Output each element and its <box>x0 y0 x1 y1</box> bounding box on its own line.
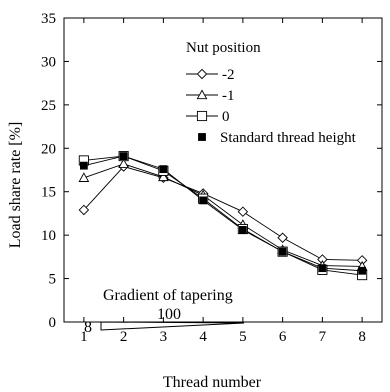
legend-title: Nut position <box>186 40 261 56</box>
legend-label-3: Standard thread height <box>220 130 357 146</box>
y-axis-title: Load share rate [%] <box>7 122 24 249</box>
series-0-point <box>78 204 90 216</box>
y-tick-label: 35 <box>41 11 56 27</box>
y-tick-label: 20 <box>41 141 56 157</box>
legend-marker-1 <box>196 89 208 100</box>
plot-frame <box>63 17 383 323</box>
y-tick-label: 30 <box>41 54 56 70</box>
x-tick-label: 2 <box>120 329 128 345</box>
series-3-point <box>199 196 208 205</box>
series-3-point <box>238 226 247 234</box>
series-1-point <box>118 158 129 169</box>
tapering-wedge <box>100 321 245 331</box>
x-tick-label: 3 <box>160 329 168 345</box>
plot-area <box>78 151 368 281</box>
legend-label-0: -2 <box>222 67 235 83</box>
series-line-3 <box>83 155 363 272</box>
x-axis-title: Thread number <box>163 374 262 391</box>
axes: 0 5 10 15 20 25 30 35 1 2 3 4 5 6 7 8 <box>41 11 383 345</box>
x-tick-label: 5 <box>239 329 247 345</box>
series-0-point <box>237 206 249 217</box>
tapering-right-value: 100 <box>157 306 181 323</box>
series-1-point <box>158 171 169 182</box>
y-tick-label: 15 <box>41 185 56 201</box>
tapering-left-value: 8 <box>84 319 92 336</box>
series-3-point <box>278 247 287 256</box>
x-tick-label: 4 <box>199 329 207 345</box>
y-tick-label: 0 <box>49 315 57 331</box>
x-tick-label: 1 <box>80 329 88 345</box>
legend-marker-2 <box>196 110 208 122</box>
tapering-title: Gradient of tapering <box>103 287 233 304</box>
x-tick-label: 8 <box>358 329 366 345</box>
series-3-point <box>79 161 88 170</box>
legend: Nut position -2 -1 0 Standard thread height <box>186 40 357 146</box>
y-tick-label: 5 <box>49 272 57 288</box>
series-3-point <box>358 266 367 275</box>
series-3-point <box>119 152 128 161</box>
series-3-point <box>318 264 327 273</box>
series-line-0 <box>83 166 363 261</box>
series-3-point <box>159 165 168 174</box>
series-line-1 <box>83 163 363 267</box>
series-1-point <box>78 172 90 182</box>
series-0-point <box>277 232 288 243</box>
legend-marker-3 <box>198 133 206 141</box>
x-tick-label: 7 <box>319 329 327 345</box>
legend-marker-0 <box>196 68 208 80</box>
legend-label-1: -1 <box>222 88 235 104</box>
x-tick-label: 6 <box>279 329 287 345</box>
y-tick-label: 25 <box>41 98 56 114</box>
y-tick-label: 10 <box>41 228 56 244</box>
tapering-annotation: Gradient of tapering 100 8 <box>84 287 245 336</box>
legend-label-2: 0 <box>222 109 230 125</box>
